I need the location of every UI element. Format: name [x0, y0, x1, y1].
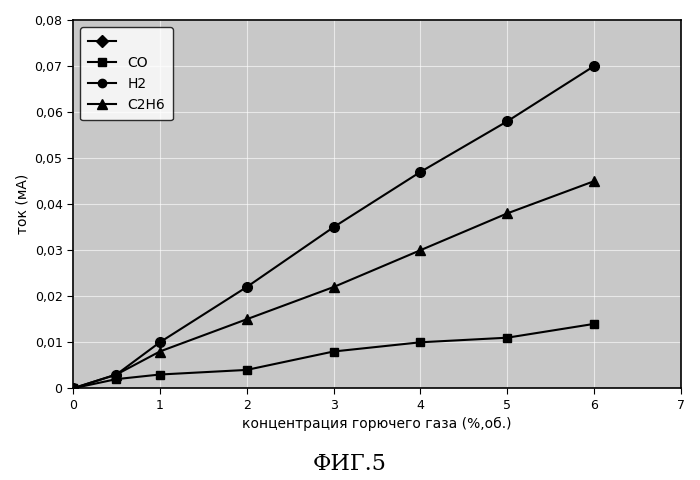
X-axis label: концентрация горючего газа (%,об.): концентрация горючего газа (%,об.) [242, 417, 512, 432]
Y-axis label: ток (мА): ток (мА) [15, 174, 29, 234]
Legend: , CO, H2, C2H6: , CO, H2, C2H6 [80, 27, 173, 120]
Text: ФИГ.5: ФИГ.5 [313, 453, 387, 475]
